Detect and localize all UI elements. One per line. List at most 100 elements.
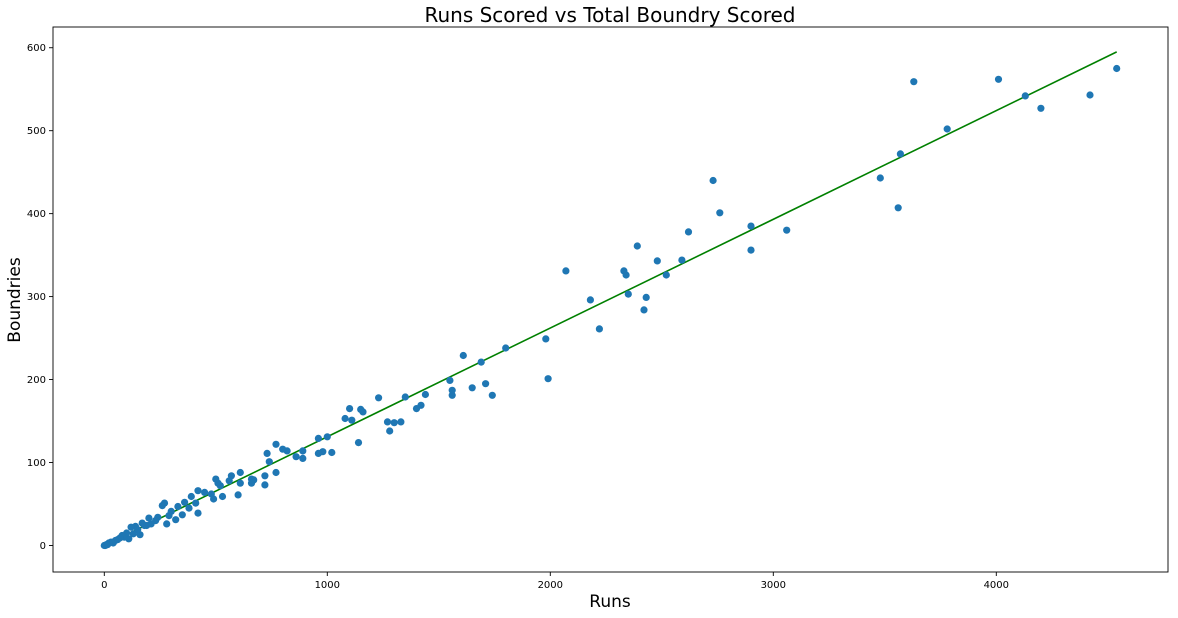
data-point [502,344,510,352]
y-tick-label: 400 [27,209,46,220]
data-point [263,449,271,457]
data-point [910,78,918,86]
data-point [412,405,421,413]
data-point [747,246,755,254]
data-point [185,504,193,512]
data-point [943,125,951,133]
fit-line-layer [103,51,1118,547]
data-point [459,351,467,360]
data-point [165,511,173,520]
data-point [346,405,354,413]
data-point [261,472,269,480]
data-point [1086,91,1094,99]
data-point [158,502,166,510]
data-point [194,509,202,517]
data-point [477,358,485,366]
data-point [896,150,905,158]
fit-line [103,51,1118,547]
data-point [272,468,280,477]
x-axis-label: Runs [589,592,631,612]
data-point [265,458,273,466]
data-point [994,75,1003,83]
data-point [261,481,269,489]
data-point [279,445,287,453]
data-point [187,492,195,501]
data-point [386,427,394,435]
data-point [595,325,604,333]
data-point [448,391,456,399]
data-point [207,490,215,498]
data-point [1113,64,1121,73]
data-point [397,418,405,426]
data-point [390,419,398,427]
data-point [586,296,595,304]
data-point [684,228,693,236]
data-point [642,293,650,301]
data-point [747,222,755,230]
data-point [375,394,383,402]
data-point [299,447,307,455]
data-point [201,488,209,496]
chart-title: Runs Scored vs Total Boundry Scored [424,3,795,27]
data-point [212,475,220,483]
data-point [653,257,661,265]
data-point [1021,92,1029,100]
data-point [383,418,392,426]
y-tick-label: 500 [27,126,46,137]
y-tick-label: 600 [27,43,46,54]
data-point [357,405,365,413]
y-tick-label: 300 [27,292,46,303]
plot-frame [52,26,1169,573]
data-point [624,290,632,298]
data-point [421,390,429,399]
data-point [234,491,242,499]
data-point [145,514,153,522]
data-point [218,492,227,501]
data-point [341,414,349,423]
data-point [446,376,454,384]
y-axis-label: Boundries [5,257,25,343]
data-point [129,530,137,538]
data-point [468,384,476,392]
x-tick-label: 2000 [538,580,563,591]
data-point [174,502,182,511]
data-point [542,335,550,343]
data-point [662,271,670,279]
x-tick-label: 3000 [761,580,786,591]
data-point [127,523,135,531]
data-point [894,204,902,212]
data-point [247,479,256,487]
data-point [194,487,202,495]
data-point [620,267,628,275]
data-point [323,433,331,441]
points-layer [100,64,1121,550]
x-tick-label: 4000 [984,580,1009,591]
data-point [236,479,244,487]
data-point [104,541,112,549]
data-point [314,434,322,442]
data-point [448,386,456,394]
data-point [192,499,200,507]
y-axis-ticks: 0 100 200 300 400 500 600 [27,43,53,552]
data-point [876,174,884,182]
data-point [1037,104,1045,112]
data-point [401,393,409,401]
data-point [633,242,641,250]
data-point [482,380,490,388]
data-point [172,516,180,524]
data-point [783,226,791,234]
data-point [178,511,186,519]
data-point [138,519,146,527]
data-point [716,209,724,217]
data-point [640,306,648,314]
y-tick-label: 200 [27,375,46,386]
data-point [225,477,233,485]
y-tick-label: 100 [27,458,46,469]
data-point [299,454,307,462]
data-point [236,468,244,477]
x-tick-label: 1000 [315,580,340,591]
data-point [163,520,171,528]
data-point [354,439,363,447]
data-point [678,256,686,264]
